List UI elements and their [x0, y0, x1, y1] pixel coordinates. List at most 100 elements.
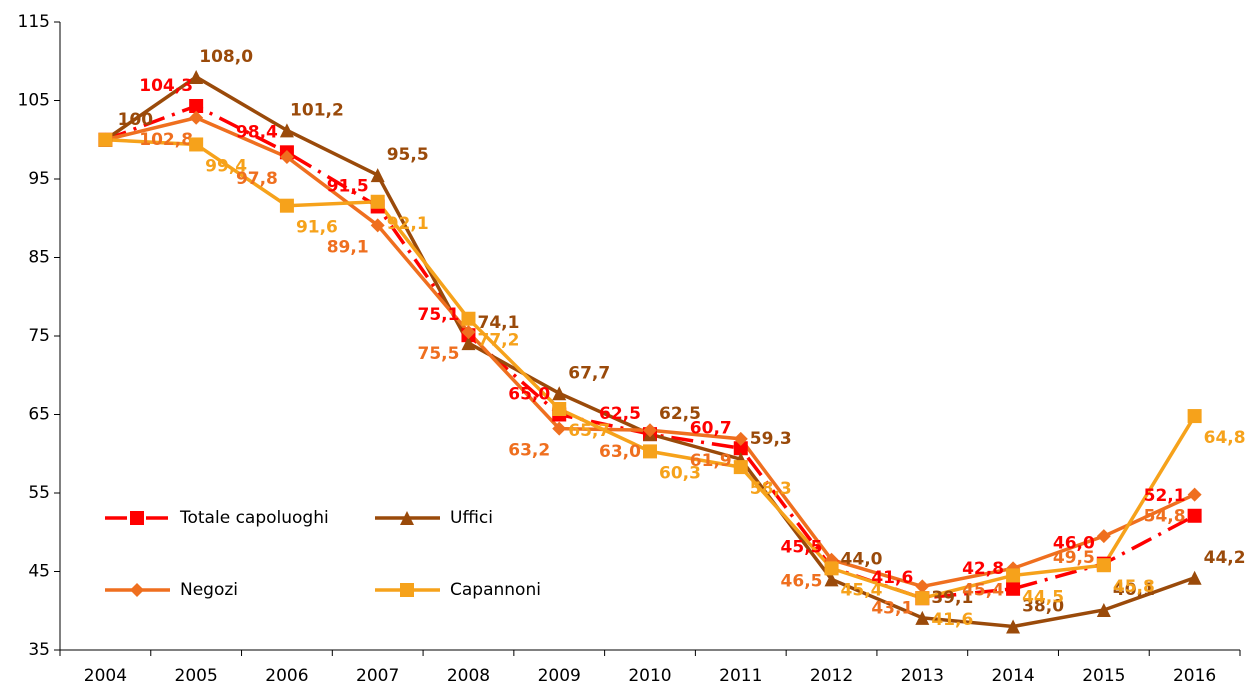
marker — [643, 423, 657, 438]
marker — [1096, 602, 1111, 617]
marker — [189, 69, 204, 84]
data-label: 101,2 — [290, 100, 344, 120]
data-label: 52,1 — [1144, 486, 1186, 506]
data-label: 92,1 — [387, 214, 429, 234]
data-label: 75,1 — [417, 305, 459, 325]
data-label: 98,4 — [236, 122, 278, 142]
marker — [1096, 558, 1111, 573]
x-tick-label: 2005 — [175, 666, 218, 686]
data-label: 74,1 — [477, 313, 519, 333]
legend-label: Uffici — [450, 508, 493, 528]
x-tick-label: 2016 — [1173, 666, 1216, 686]
data-label: 91,5 — [327, 176, 369, 196]
x-tick-label: 2004 — [84, 666, 127, 686]
data-label: 41,6 — [931, 610, 973, 630]
marker — [1187, 487, 1202, 502]
marker — [552, 386, 567, 401]
marker — [130, 583, 144, 597]
marker — [461, 336, 476, 351]
marker — [189, 110, 204, 125]
data-label: 45,8 — [1113, 577, 1155, 597]
marker — [552, 421, 567, 436]
marker — [1187, 409, 1202, 424]
data-label: 65,0 — [508, 385, 550, 405]
data-label: 89,1 — [327, 237, 369, 257]
marker — [733, 431, 748, 446]
data-label: 65,7 — [568, 421, 610, 441]
data-label: 46,0 — [1053, 534, 1095, 554]
marker — [400, 583, 414, 597]
data-label: 63,2 — [508, 441, 550, 461]
data-label: 41,6 — [871, 568, 913, 588]
marker — [400, 511, 414, 525]
marker — [461, 311, 476, 326]
data-label: 62,5 — [599, 404, 641, 424]
y-tick-label: 85 — [28, 248, 50, 268]
marker — [824, 561, 839, 576]
marker — [279, 123, 294, 138]
y-tick-label: 35 — [28, 640, 50, 660]
x-tick-label: 2007 — [356, 666, 399, 686]
data-label: 43,1 — [871, 598, 913, 618]
marker — [643, 444, 657, 459]
data-label: 60,3 — [659, 463, 701, 483]
y-tick-label: 75 — [28, 326, 50, 346]
x-tick-label: 2012 — [810, 666, 853, 686]
data-label: 104,3 — [139, 76, 193, 96]
marker — [370, 194, 385, 209]
data-label: 46,5 — [781, 572, 823, 592]
marker — [279, 150, 294, 165]
data-label: 95,5 — [387, 145, 429, 165]
data-label: 67,7 — [568, 363, 610, 383]
data-label: 38,0 — [1022, 596, 1064, 616]
data-label: 54,8 — [1144, 507, 1186, 527]
data-label: 102,8 — [139, 130, 193, 150]
marker — [824, 572, 839, 587]
marker — [1006, 619, 1021, 634]
legend-label: Capannoni — [450, 580, 541, 600]
data-label: 40,1 — [1113, 580, 1155, 600]
marker — [915, 610, 930, 625]
y-tick-label: 115 — [18, 12, 50, 32]
x-tick-label: 2013 — [901, 666, 944, 686]
data-label: 44,5 — [1022, 587, 1064, 607]
marker — [552, 402, 567, 417]
data-label: 63,0 — [599, 442, 641, 462]
series-line — [104, 74, 1196, 629]
data-label: 97,8 — [236, 169, 278, 189]
legend-label: Totale capoluoghi — [179, 508, 329, 528]
marker — [733, 441, 748, 456]
y-tick-label: 65 — [28, 405, 50, 425]
data-label: 108,0 — [199, 47, 253, 67]
x-tick-label: 2006 — [265, 666, 308, 686]
data-label: 91,6 — [296, 218, 338, 238]
marker — [733, 460, 748, 475]
x-tick-label: 2014 — [991, 666, 1034, 686]
series-line — [105, 138, 1197, 601]
marker — [1187, 570, 1202, 585]
marker — [461, 325, 476, 340]
data-label: 60,7 — [690, 418, 732, 438]
y-tick-label: 45 — [28, 562, 50, 582]
marker — [1006, 568, 1021, 583]
data-label: 64,8 — [1204, 428, 1246, 448]
marker — [1187, 508, 1202, 523]
marker — [1096, 529, 1111, 544]
data-label: 61,9 — [690, 451, 732, 471]
data-label: 44,2 — [1204, 548, 1246, 568]
marker — [98, 132, 113, 147]
data-label: 45,4 — [962, 580, 1004, 600]
x-tick-label: 2008 — [447, 666, 490, 686]
marker — [1006, 581, 1021, 596]
data-label: 42,8 — [962, 559, 1004, 579]
data-label: 100 — [118, 110, 154, 130]
marker — [915, 591, 930, 606]
data-label: 99,4 — [205, 156, 247, 176]
marker — [189, 137, 204, 152]
marker — [279, 198, 294, 213]
marker — [130, 511, 144, 525]
x-tick-label: 2015 — [1082, 666, 1125, 686]
data-label: 39,1 — [931, 588, 973, 608]
x-tick-label: 2010 — [628, 666, 671, 686]
